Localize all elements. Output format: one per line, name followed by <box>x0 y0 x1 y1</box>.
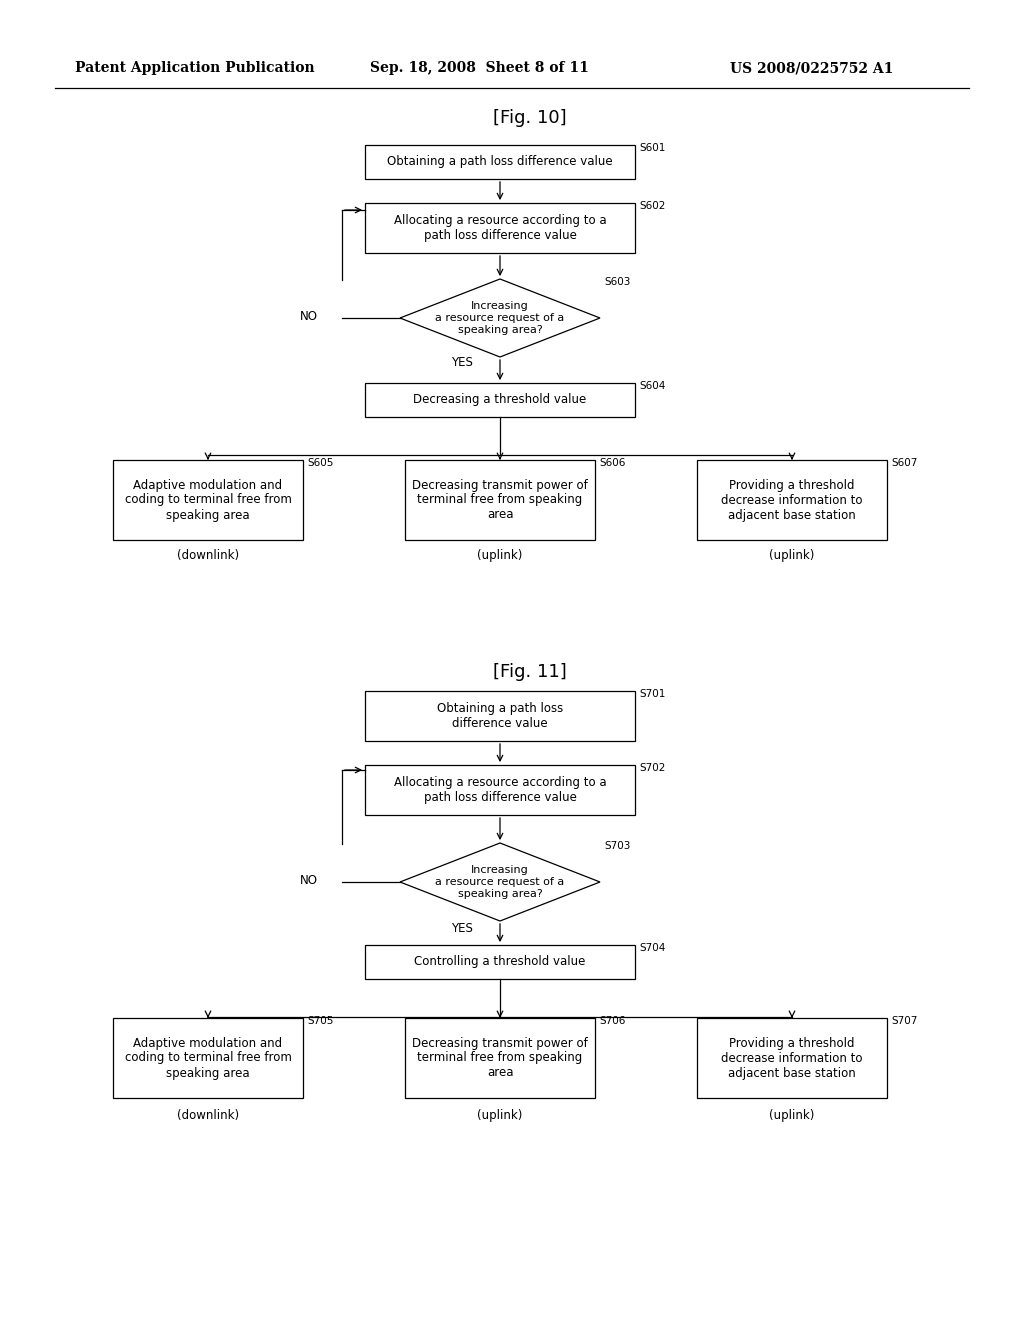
Text: S702: S702 <box>639 763 666 774</box>
Text: S706: S706 <box>599 1016 626 1026</box>
Bar <box>365 383 635 417</box>
Text: (uplink): (uplink) <box>477 549 522 561</box>
Text: Patent Application Publication: Patent Application Publication <box>75 61 314 75</box>
Text: S701: S701 <box>639 689 666 700</box>
Text: Sep. 18, 2008  Sheet 8 of 11: Sep. 18, 2008 Sheet 8 of 11 <box>370 61 589 75</box>
Bar <box>365 766 635 814</box>
Text: Providing a threshold
decrease information to
adjacent base station: Providing a threshold decrease informati… <box>721 1036 863 1080</box>
Text: (downlink): (downlink) <box>177 549 239 561</box>
Text: Decreasing a threshold value: Decreasing a threshold value <box>414 393 587 407</box>
Bar <box>406 1018 595 1098</box>
Text: Allocating a resource according to a
path loss difference value: Allocating a resource according to a pat… <box>393 776 606 804</box>
Text: Controlling a threshold value: Controlling a threshold value <box>415 956 586 969</box>
Bar <box>406 459 595 540</box>
Bar <box>365 203 635 253</box>
Text: S604: S604 <box>639 381 666 391</box>
Text: S705: S705 <box>307 1016 334 1026</box>
Text: [Fig. 11]: [Fig. 11] <box>494 663 567 681</box>
Text: YES: YES <box>451 356 473 370</box>
Text: S607: S607 <box>891 458 918 469</box>
Text: Obtaining a path loss difference value: Obtaining a path loss difference value <box>387 156 612 169</box>
Text: S602: S602 <box>639 201 666 211</box>
Text: S704: S704 <box>639 942 666 953</box>
Bar <box>697 459 887 540</box>
Text: [Fig. 10]: [Fig. 10] <box>494 110 567 127</box>
Text: (downlink): (downlink) <box>177 1109 239 1122</box>
Text: Providing a threshold
decrease information to
adjacent base station: Providing a threshold decrease informati… <box>721 479 863 521</box>
Text: S606: S606 <box>599 458 626 469</box>
Text: Adaptive modulation and
coding to terminal free from
speaking area: Adaptive modulation and coding to termin… <box>125 479 292 521</box>
Bar <box>113 459 303 540</box>
Text: S605: S605 <box>307 458 334 469</box>
Text: S707: S707 <box>891 1016 918 1026</box>
Bar <box>365 945 635 979</box>
Text: NO: NO <box>300 309 318 322</box>
Bar <box>365 690 635 741</box>
Text: Decreasing transmit power of
terminal free from speaking
area: Decreasing transmit power of terminal fr… <box>412 479 588 521</box>
Text: Obtaining a path loss
difference value: Obtaining a path loss difference value <box>437 702 563 730</box>
Text: NO: NO <box>300 874 318 887</box>
Bar <box>697 1018 887 1098</box>
Bar <box>113 1018 303 1098</box>
Text: (uplink): (uplink) <box>769 549 815 561</box>
Text: S601: S601 <box>639 143 666 153</box>
Text: YES: YES <box>451 921 473 935</box>
Text: S603: S603 <box>604 277 631 286</box>
Text: Increasing
a resource request of a
speaking area?: Increasing a resource request of a speak… <box>435 301 564 334</box>
Text: Increasing
a resource request of a
speaking area?: Increasing a resource request of a speak… <box>435 866 564 899</box>
Text: (uplink): (uplink) <box>477 1109 522 1122</box>
Text: S703: S703 <box>604 841 631 851</box>
Text: US 2008/0225752 A1: US 2008/0225752 A1 <box>730 61 893 75</box>
Text: Decreasing transmit power of
terminal free from speaking
area: Decreasing transmit power of terminal fr… <box>412 1036 588 1080</box>
Text: Adaptive modulation and
coding to terminal free from
speaking area: Adaptive modulation and coding to termin… <box>125 1036 292 1080</box>
Text: (uplink): (uplink) <box>769 1109 815 1122</box>
Bar <box>365 145 635 180</box>
Text: Allocating a resource according to a
path loss difference value: Allocating a resource according to a pat… <box>393 214 606 242</box>
